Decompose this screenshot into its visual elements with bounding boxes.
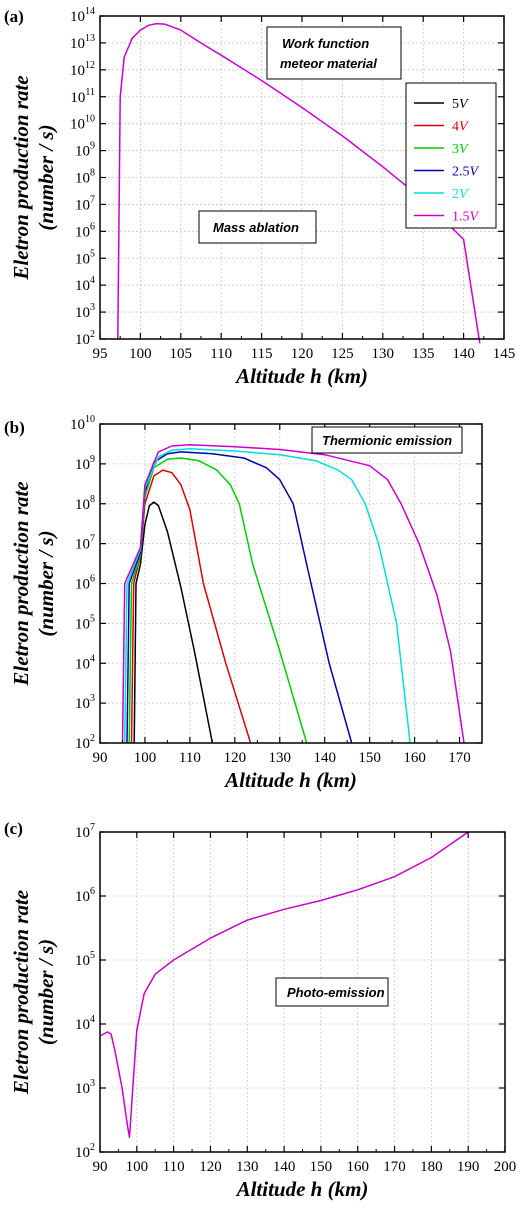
y-tick-label: 1010 [70, 114, 95, 133]
x-axis-title: Altitude h (km) [235, 1177, 369, 1201]
y-axis-title: Eletron production rate(number / s) [9, 481, 58, 686]
series-4V-line [130, 469, 252, 744]
x-tick-label: 160 [403, 750, 426, 766]
x-tick-label: 140 [273, 1159, 296, 1175]
x-tick-label: 115 [251, 346, 273, 362]
legend-box [405, 82, 497, 229]
x-tick-label: 125 [331, 346, 354, 362]
series-2V-line [123, 447, 411, 744]
x-tick-label: 130 [372, 346, 395, 362]
series-line-c [99, 831, 469, 1139]
y-tick-label: 109 [75, 141, 95, 160]
x-tick-label: 150 [358, 750, 381, 766]
y-tick-label: 103 [75, 302, 95, 321]
mass-ablation-box [198, 210, 317, 244]
x-tick-label: 100 [126, 1159, 149, 1175]
legend-label-2_5V: 2.5V [452, 165, 480, 180]
y-tick-label: 107 [75, 194, 95, 213]
legend-label-1_5V: 1.5V [452, 210, 480, 225]
legend: 5V 4V 3V 2.5V 2V 1.5V [405, 82, 497, 229]
y-tick-label: 109 [75, 454, 95, 473]
series-2_5V-line [126, 451, 353, 744]
y-tick-label: 104 [75, 653, 95, 672]
x-axis-title: Altitude h (km) [223, 768, 357, 792]
y-tick-label: 104 [75, 275, 95, 294]
panel-a-label: (a) [4, 7, 24, 26]
panel-a: (a) 95 100 105 110 115 120 125 130 135 140 1451021… [4, 6, 515, 388]
x-tick-label: 145 [493, 346, 516, 362]
x-tick-label: 170 [448, 750, 471, 766]
workfunction-annotation: Work function meteor material [280, 36, 377, 71]
x-tick-label: 105 [170, 346, 193, 362]
x-tick-label: 190 [457, 1159, 480, 1175]
x-tick-label: 140 [452, 346, 475, 362]
y-tick-label: 105 [75, 248, 95, 267]
x-tick-label: 100 [134, 750, 157, 766]
x-axis-title: Altitude h (km) [234, 364, 368, 388]
x-tick-label: 200 [494, 1159, 517, 1175]
y-tick-label: 1010 [70, 414, 95, 433]
y-tick-label: 106 [75, 886, 95, 905]
workfunction-line1: Work function [282, 36, 369, 51]
panel-b: (b) 90 100 110 120 130 140 150 160 1701021031041… [4, 414, 483, 792]
photoemission-annotation: Photo-emission [287, 985, 385, 1000]
x-tick-label: 170 [383, 1159, 406, 1175]
y-tick-label: 105 [75, 613, 95, 632]
x-tick-label: 95 [93, 346, 108, 362]
x-tick-label: 100 [129, 346, 152, 362]
y-tick-label: 108 [75, 494, 95, 513]
x-tick-label: 130 [269, 750, 292, 766]
x-tick-label: 130 [236, 1159, 259, 1175]
thermionic-box [311, 426, 463, 454]
chart-c-plot: 90 100 110 120 130 140 150 160 170 180 190 20010210… [9, 822, 516, 1201]
x-tick-label: 135 [412, 346, 435, 362]
legend-label-4V: 4V [452, 120, 469, 135]
panel-c-label: (c) [4, 819, 23, 838]
y-tick-label: 103 [75, 1078, 95, 1097]
legend-label-5V: 5V [452, 97, 469, 112]
x-tick-label: 110 [210, 346, 232, 362]
y-tick-label: 104 [75, 1014, 95, 1033]
y-tick-label: 105 [75, 950, 95, 969]
x-tick-label: 120 [199, 1159, 222, 1175]
x-tick-label: 160 [346, 1159, 369, 1175]
x-tick-label: 110 [163, 1159, 185, 1175]
x-tick-label: 110 [179, 750, 201, 766]
series-line-a [117, 22, 481, 344]
y-axis-title: Eletron production rate(number / s) [9, 75, 58, 280]
panel-b-label: (b) [4, 418, 25, 437]
y-tick-label: 107 [75, 822, 95, 841]
y-axis-title: Eletron production rate(number / s) [9, 890, 58, 1095]
legend-label-2V: 2V [452, 187, 469, 202]
legend-label-3V: 3V [452, 142, 469, 157]
workfunction-line2: meteor material [280, 56, 377, 71]
x-tick-label: 150 [310, 1159, 333, 1175]
mass-ablation-annotation: Mass ablation [213, 220, 299, 235]
x-tick-label: 120 [224, 750, 247, 766]
y-tick-label: 1013 [70, 33, 95, 52]
y-tick-label: 108 [75, 168, 95, 187]
photoemission-box [275, 977, 389, 1007]
x-tick-label: 90 [93, 750, 108, 766]
x-tick-label: 90 [93, 1159, 108, 1175]
x-tick-label: 180 [420, 1159, 443, 1175]
y-tick-label: 103 [75, 693, 95, 712]
y-tick-label: 106 [75, 574, 95, 593]
thermionic-annotation: Thermionic emission [322, 433, 452, 448]
x-tick-label: 140 [313, 750, 336, 766]
y-tick-label: 1014 [70, 6, 95, 25]
y-tick-label: 1011 [70, 87, 95, 106]
workfunction-box [266, 26, 402, 80]
x-tick-label: 120 [291, 346, 314, 362]
y-tick-label: 107 [75, 534, 95, 553]
series-1_5V-line [121, 444, 465, 744]
chart-b-plot: 90 100 110 120 130 140 150 160 17010210310410510… [9, 414, 483, 792]
panel-c: (c) 90 100 110 120 130 140 150 160 170 180 190 200 1… [4, 819, 516, 1201]
series-5V-line [133, 501, 214, 744]
y-tick-label: 106 [75, 221, 95, 240]
y-tick-label: 1012 [70, 60, 95, 79]
